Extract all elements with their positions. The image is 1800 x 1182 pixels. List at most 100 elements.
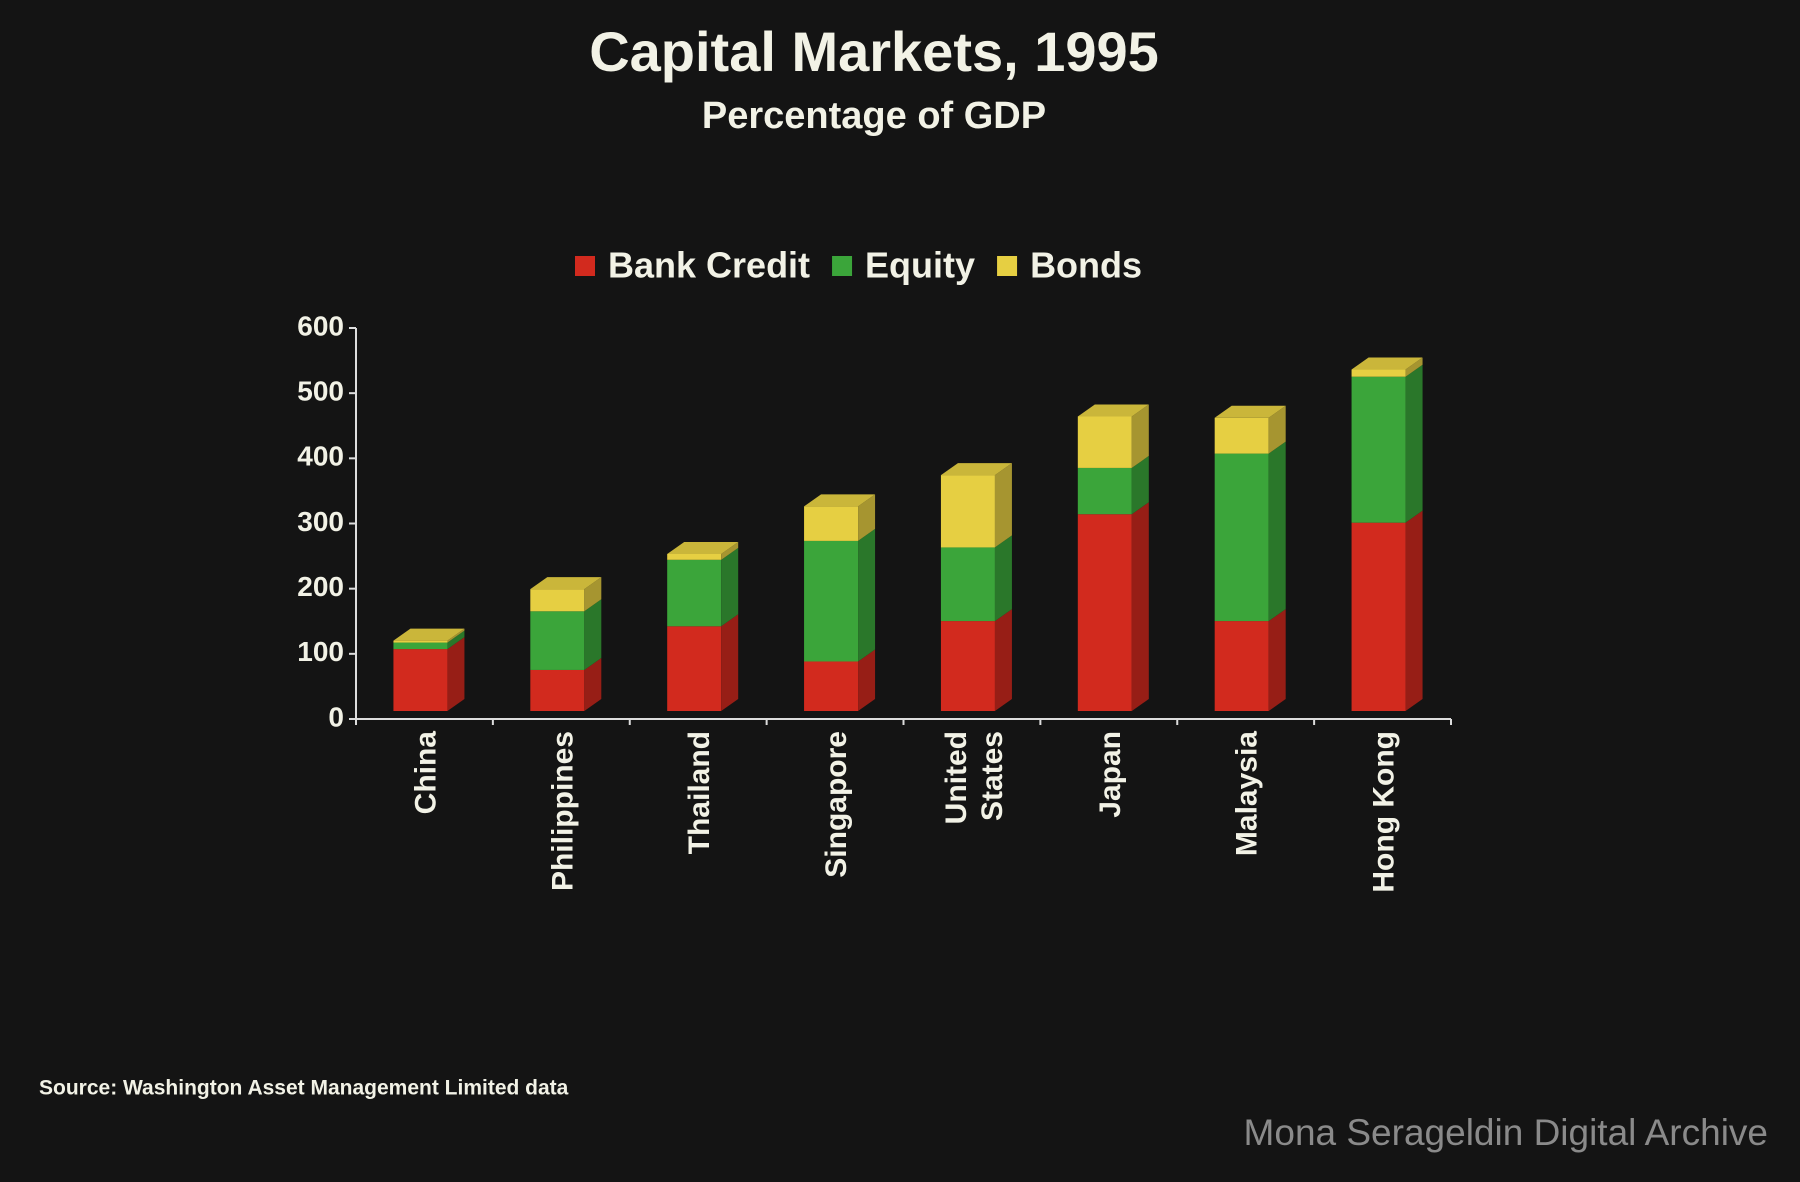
bar-side — [584, 599, 602, 670]
bar-front — [1351, 376, 1406, 523]
bar-front — [667, 553, 722, 560]
bar-segment — [1077, 404, 1149, 468]
bar-top — [667, 541, 739, 554]
bar-side — [447, 628, 465, 643]
bar-side — [447, 637, 465, 711]
bar-front — [667, 626, 722, 711]
bar-front — [393, 649, 448, 711]
bar-side — [721, 541, 739, 560]
x-tick-label: Malaysia — [1231, 731, 1264, 856]
bar-front — [1077, 416, 1132, 468]
legend-label: Bank Credit — [608, 245, 810, 286]
bar-side — [584, 577, 602, 612]
bar-segment — [1214, 405, 1286, 454]
bar-segment — [1214, 609, 1286, 711]
y-tick-label: 400 — [297, 441, 344, 472]
bar-front — [1351, 369, 1406, 377]
bar-front — [393, 642, 448, 650]
bar-side — [994, 609, 1012, 711]
bar-front — [940, 621, 995, 711]
bar-side — [447, 630, 465, 650]
legend-swatch — [997, 256, 1018, 276]
bar-side — [1268, 441, 1286, 622]
legend: Bank Credit Equity Bonds — [575, 245, 1142, 286]
x-tick-label: China — [409, 731, 442, 815]
bar-side — [1405, 357, 1423, 377]
bar-side — [1268, 405, 1286, 454]
bar-top — [804, 494, 876, 507]
bar-top — [1214, 405, 1286, 418]
bar-top — [530, 577, 602, 590]
bar-side — [1268, 609, 1286, 711]
bar-top — [1077, 404, 1149, 417]
bar-front — [1214, 453, 1269, 622]
x-tick-label: Philippines — [546, 731, 579, 891]
bar-side — [858, 494, 876, 541]
bar-front — [940, 475, 995, 548]
bar-segment — [804, 494, 876, 541]
bar-segment — [530, 577, 602, 612]
watermark: Mona Serageldin Digital Archive — [1244, 1112, 1768, 1153]
bar-front — [530, 611, 585, 670]
bar-segment — [1214, 441, 1286, 622]
bar-side — [721, 547, 739, 627]
bar-segment — [940, 535, 1012, 622]
bar-top — [1351, 357, 1423, 370]
bar-top — [940, 463, 1012, 476]
bar-segment — [940, 609, 1012, 711]
bar-segment — [667, 541, 739, 560]
bar-front — [1351, 522, 1406, 711]
y-tick-label: 200 — [297, 571, 344, 602]
y-tick-label: 0 — [328, 701, 344, 732]
bar-front — [1077, 467, 1132, 515]
bar-front — [530, 589, 585, 612]
bar-segment — [804, 649, 876, 711]
chart-title: Capital Markets, 1995 — [589, 20, 1159, 83]
bar-segment — [1077, 455, 1149, 515]
bar-front — [667, 559, 722, 627]
bar-front — [804, 661, 859, 711]
y-tick-label: 100 — [297, 636, 344, 667]
bar-side — [1131, 502, 1149, 711]
bar-side — [1131, 455, 1149, 515]
bar-front — [1077, 514, 1132, 711]
bar-segment — [1351, 364, 1423, 523]
bar-segment — [1077, 502, 1149, 711]
chart-subtitle: Percentage of GDP — [702, 95, 1046, 137]
bar-segment — [1351, 510, 1423, 711]
y-tick-label: 600 — [297, 310, 344, 341]
legend-swatch — [575, 256, 595, 276]
source-note: Source: Washington Asset Management Limi… — [39, 1077, 569, 1100]
bar-segment — [393, 628, 465, 643]
x-tick-label: Japan — [1094, 731, 1127, 818]
bar-segment — [667, 614, 739, 711]
bar-side — [584, 657, 602, 711]
x-tick-label: Thailand — [683, 731, 716, 854]
x-tick-label: United States — [940, 731, 1009, 824]
bar-side — [721, 614, 739, 711]
legend-label: Bonds — [1030, 245, 1142, 286]
bar-segment — [393, 637, 465, 711]
bar-top — [393, 628, 465, 641]
bar-segment — [530, 599, 602, 670]
bar-side — [858, 528, 876, 662]
bar-segment — [667, 547, 739, 627]
bar-front — [1214, 417, 1269, 454]
bar-side — [994, 535, 1012, 622]
bar-segment — [804, 528, 876, 662]
bar-segment — [530, 657, 602, 711]
bar-segment — [393, 630, 465, 650]
bar-front — [530, 669, 585, 711]
bar-side — [858, 649, 876, 711]
bar-front — [1214, 621, 1269, 711]
bar-side — [1405, 364, 1423, 523]
bar-front — [393, 640, 448, 643]
bar-side — [1131, 404, 1149, 468]
x-tick-label: Hong Kong — [1367, 731, 1400, 893]
bar-front — [804, 506, 859, 541]
bar-segment — [1351, 357, 1423, 377]
bar-front — [940, 547, 995, 622]
bar-front — [804, 540, 859, 662]
